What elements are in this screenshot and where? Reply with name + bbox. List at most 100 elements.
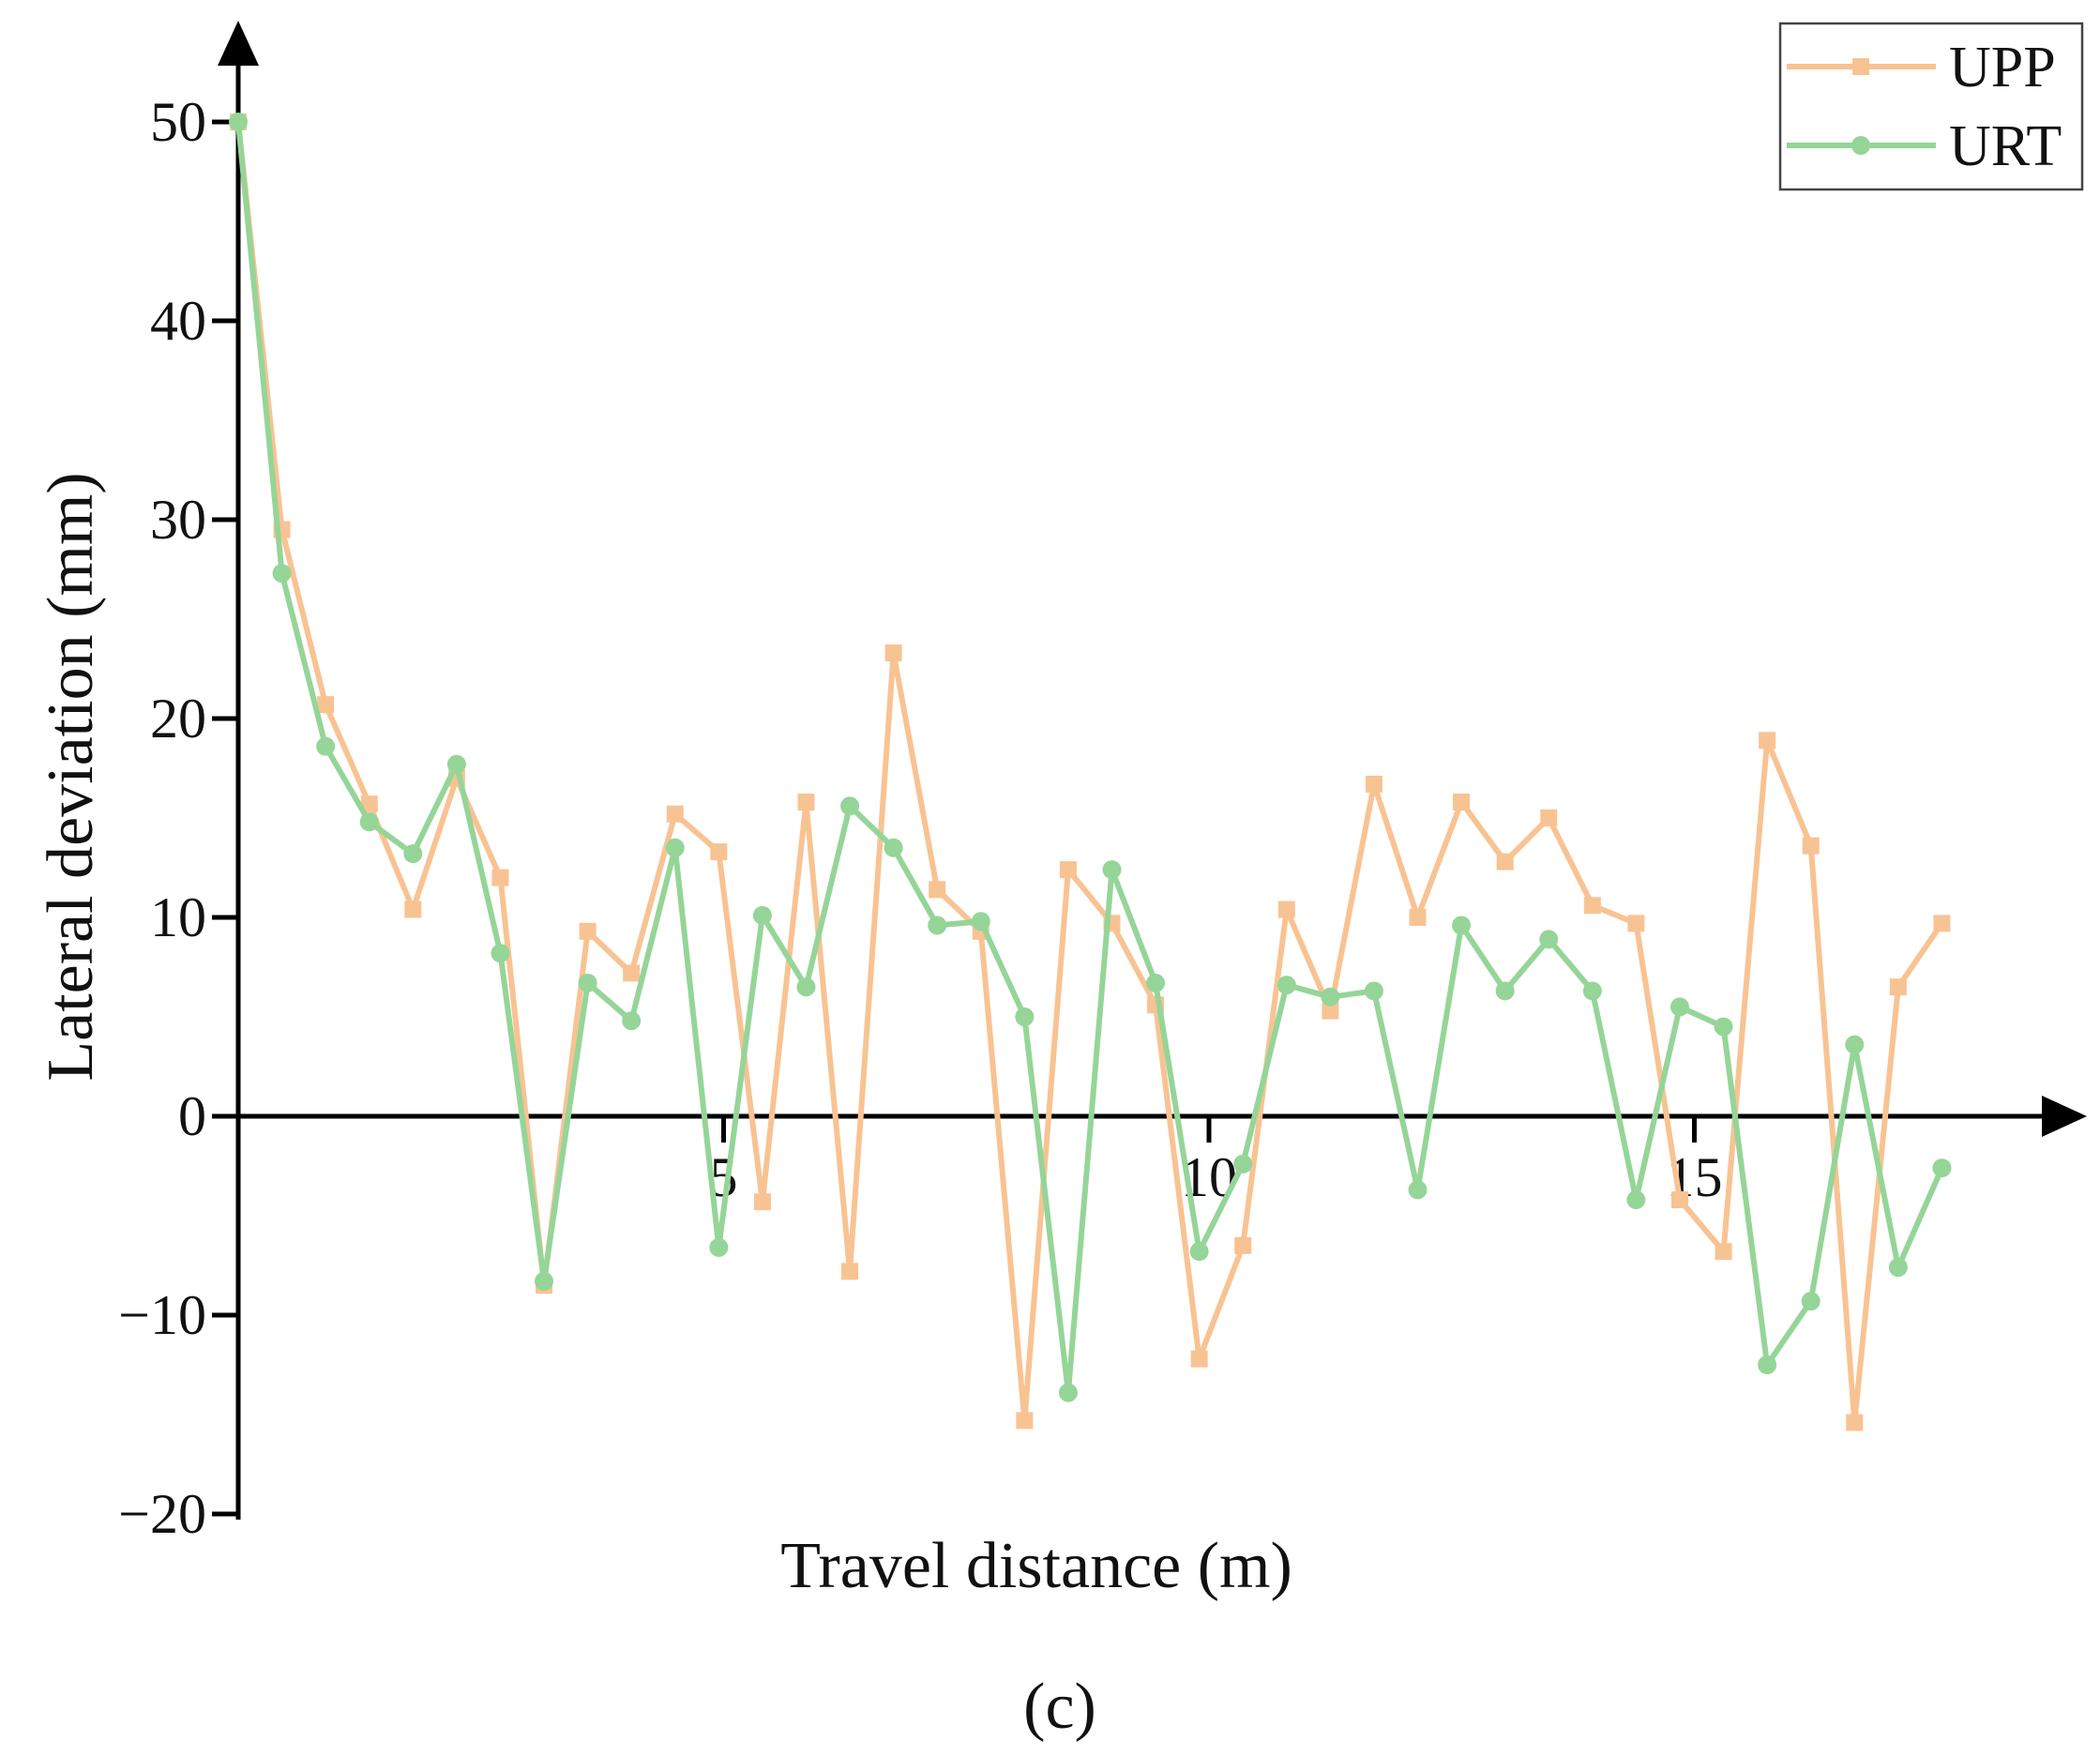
x-axis-title: Travel distance (m) xyxy=(780,1530,1292,1602)
y-tick-label: 30 xyxy=(150,489,206,551)
y-axis-arrowhead xyxy=(218,21,259,66)
data-point-upp xyxy=(753,1193,771,1211)
data-point-upp xyxy=(929,881,946,899)
data-point-urt xyxy=(796,977,816,997)
data-point-urt xyxy=(403,844,423,864)
y-tick-label: 50 xyxy=(150,91,206,153)
series-urt xyxy=(229,113,1952,1402)
legend-marker-urt xyxy=(1851,136,1870,155)
data-point-urt xyxy=(1801,1292,1821,1311)
data-point-upp xyxy=(404,901,422,918)
x-axis-ticks: 5 10 15 xyxy=(710,1116,1723,1208)
data-point-urt xyxy=(1932,1158,1952,1178)
data-point-upp xyxy=(1583,897,1601,915)
data-point-upp xyxy=(1016,1412,1034,1430)
data-point-upp xyxy=(841,1263,859,1280)
data-point-urt xyxy=(1321,987,1340,1007)
data-point-urt xyxy=(1714,1017,1733,1037)
series-upp xyxy=(230,114,1951,1431)
data-point-urt xyxy=(1669,997,1689,1017)
data-point-upp xyxy=(1496,853,1514,870)
data-point-urt xyxy=(1452,916,1472,935)
data-point-urt xyxy=(1845,1035,1865,1054)
data-point-upp xyxy=(1846,1414,1864,1431)
data-point-urt xyxy=(840,796,860,816)
data-point-urt xyxy=(491,944,510,963)
data-point-urt xyxy=(272,564,292,583)
data-point-urt xyxy=(1626,1190,1646,1210)
legend: UPP URT xyxy=(1778,22,2084,191)
panel-label: (c) xyxy=(1023,1671,1096,1743)
data-point-urt xyxy=(1015,1007,1035,1026)
data-point-upp xyxy=(1234,1236,1252,1254)
data-point-urt xyxy=(535,1271,554,1291)
data-point-urt xyxy=(316,736,336,756)
data-point-urt xyxy=(971,912,990,931)
data-point-urt xyxy=(359,812,379,832)
data-point-urt xyxy=(1233,1154,1253,1173)
data-point-urt xyxy=(1495,981,1515,1001)
data-point-urt xyxy=(1146,973,1166,992)
legend-label-upp: UPP xyxy=(1949,36,2056,99)
data-point-upp xyxy=(884,644,902,662)
data-point-upp xyxy=(579,922,597,940)
data-point-urt xyxy=(1539,930,1559,949)
data-point-urt xyxy=(1058,1383,1078,1402)
y-axis-title: Lateral deviation (mm) xyxy=(35,472,107,1081)
data-point-upp xyxy=(1540,810,1558,826)
series-layer xyxy=(229,113,1952,1431)
data-point-urt xyxy=(752,905,772,925)
data-point-upp xyxy=(1933,915,1951,932)
y-tick-label: −20 xyxy=(118,1483,206,1545)
data-point-urt xyxy=(884,838,903,857)
series-line-upp xyxy=(235,119,1945,1426)
y-tick-label: 10 xyxy=(150,886,206,948)
data-point-upp xyxy=(666,805,684,823)
data-point-urt xyxy=(446,754,466,774)
y-axis-ticks: −20 −10 0 10 20 30 40 50 xyxy=(118,91,238,1545)
data-point-urt xyxy=(1408,1180,1428,1200)
data-point-urt xyxy=(578,973,597,992)
x-axis-arrowhead xyxy=(2042,1096,2087,1137)
data-point-upp xyxy=(710,843,728,861)
data-point-urt xyxy=(1888,1258,1908,1278)
data-point-upp xyxy=(1322,1002,1339,1020)
data-point-urt xyxy=(229,113,248,131)
data-point-urt xyxy=(1758,1355,1777,1374)
data-point-urt xyxy=(928,916,947,935)
data-point-urt xyxy=(1364,981,1383,1001)
data-point-urt xyxy=(1102,860,1122,880)
legend-label-urt: URT xyxy=(1949,114,2062,178)
data-point-urt xyxy=(665,838,685,857)
data-point-urt xyxy=(709,1237,729,1257)
data-point-upp xyxy=(360,795,378,813)
data-point-urt xyxy=(1277,976,1296,995)
legend-box xyxy=(1778,22,2084,191)
data-point-upp xyxy=(1453,794,1471,811)
data-point-upp xyxy=(1190,1350,1208,1368)
data-point-upp xyxy=(1059,861,1077,879)
y-tick-label: −10 xyxy=(118,1284,206,1346)
data-point-upp xyxy=(797,794,815,811)
data-point-urt xyxy=(622,1011,642,1031)
data-point-upp xyxy=(1802,837,1820,855)
data-point-upp xyxy=(1365,775,1382,793)
data-point-upp xyxy=(1670,1191,1688,1209)
data-point-upp xyxy=(317,696,335,714)
data-point-upp xyxy=(1409,909,1427,926)
data-point-upp xyxy=(1715,1243,1732,1261)
legend-marker-upp xyxy=(1852,58,1869,75)
y-tick-label: 0 xyxy=(178,1085,206,1147)
data-point-urt xyxy=(1582,981,1602,1001)
data-point-upp xyxy=(1759,732,1776,749)
data-point-upp xyxy=(1627,915,1645,932)
data-point-upp xyxy=(623,964,641,982)
data-point-upp xyxy=(1277,901,1295,918)
data-point-upp xyxy=(491,869,509,886)
series-line-urt xyxy=(235,119,1945,1396)
data-point-urt xyxy=(1189,1242,1209,1262)
data-point-upp xyxy=(1889,978,1907,996)
y-tick-label: 20 xyxy=(150,688,206,749)
y-tick-label: 40 xyxy=(150,290,206,352)
